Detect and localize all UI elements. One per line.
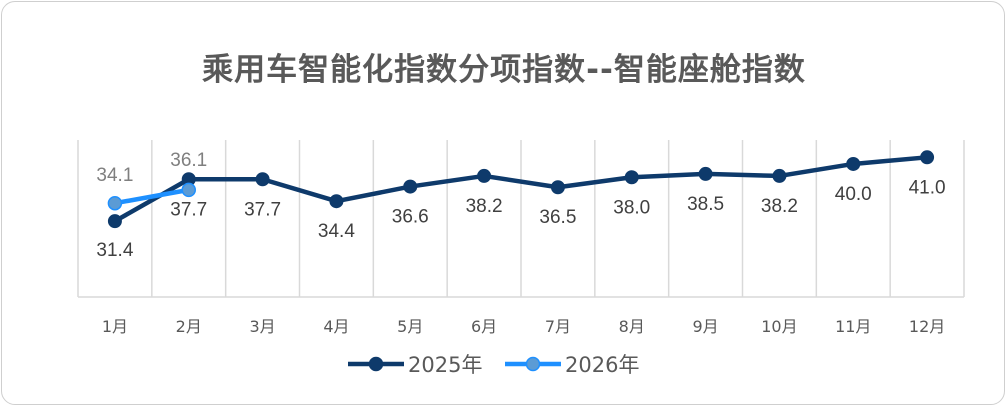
series-2026-point [107,195,123,211]
series-2025-data-label: 36.5 [539,207,576,228]
series-2025-point [403,179,418,194]
legend-label: 2025年 [408,353,482,377]
series-2025-data-label: 36.6 [392,207,429,228]
series-2026-data-label: 34.1 [96,165,133,186]
x-tick-label: 11月 [835,317,871,336]
x-tick-label: 1月 [102,317,128,336]
x-tick-label: 8月 [619,317,645,336]
series-2025-data-label: 38.5 [687,194,724,215]
series-2025-data-label: 38.2 [466,196,503,217]
series-2025-data-label: 37.7 [244,199,281,220]
series-2025-data-label: 40.0 [835,184,872,205]
series-2025-point [550,180,565,195]
x-tick-label: 5月 [397,317,423,336]
x-tick-label: 4月 [323,317,349,336]
series-2025-point [477,168,492,183]
x-tick-label: 12月 [909,317,945,336]
x-tick-label: 6月 [471,317,497,336]
series-2025-line [113,155,928,224]
series-2025-data-label: 31.4 [96,240,133,261]
series-2025-data-label: 41.0 [909,177,946,198]
x-tick-label: 9月 [692,317,718,336]
series-2025-point [920,150,935,165]
x-tick-label: 7月 [545,317,571,336]
series-2026-data-label: 36.1 [170,150,207,171]
series-2025-data-label: 34.4 [318,221,355,242]
legend-label: 2026年 [565,353,639,377]
series-2026-point [181,182,196,198]
series-2025-data-label: 37.7 [170,199,207,220]
series-2025-data-label: 38.2 [761,196,798,217]
x-tick-label: 3月 [249,317,275,336]
series-2025-point [107,214,122,229]
legend-swatch-marker [368,356,384,372]
legend-swatch-marker [525,356,541,372]
chart-title: 乘用车智能化指数分项指数--智能座舱指数 [202,52,806,88]
series-2025-point [846,156,861,171]
series-2025-point [255,172,270,187]
series-2025-point [624,170,639,185]
series-2026-line [114,187,190,206]
series-2025-data-label: 38.0 [613,197,650,218]
x-tick-label: 10月 [761,317,797,336]
series-2025-point [698,166,713,181]
x-tick-label: 2月 [176,317,202,336]
series-2025-point [772,168,787,183]
series-2025-point [329,194,344,209]
